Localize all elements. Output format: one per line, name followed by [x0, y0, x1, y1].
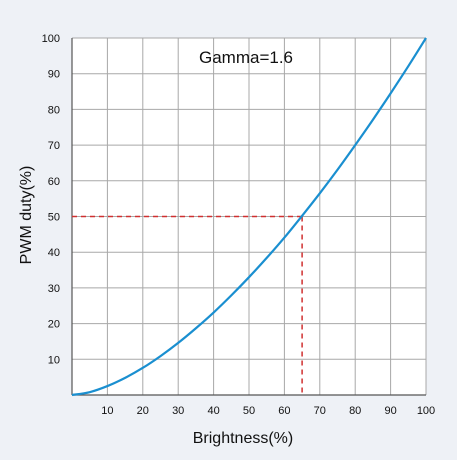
y-tick-label: 70 [48, 140, 60, 152]
x-tick-label: 60 [278, 405, 290, 417]
series [71, 37, 427, 397]
y-tick-label: 30 [48, 283, 60, 295]
x-tick-label: 50 [243, 405, 255, 417]
y-tick-label: 100 [42, 33, 60, 45]
x-tick-label: 30 [172, 405, 184, 417]
y-axis-label: PWM duty(%) [18, 166, 35, 265]
x-tick-label: 20 [137, 405, 149, 417]
x-tick-label: 100 [417, 405, 435, 417]
y-tick-label: 60 [48, 176, 60, 188]
grid [72, 37, 427, 395]
y-tick-label: 40 [48, 247, 60, 259]
x-tick-label: 80 [349, 405, 361, 417]
y-tick-label: 50 [48, 212, 60, 224]
series-line [71, 37, 427, 397]
reference-lines [72, 215, 303, 395]
y-tick-label: 20 [48, 319, 60, 331]
x-tick-label: 40 [207, 405, 219, 417]
chart-title: Gamma=1.6 [199, 48, 293, 67]
tick-labels: 10 20 30 40 50 60 70 80 90 100 10 20 30 40 50 60 70 80 90 1… [42, 33, 436, 417]
x-tick-label: 90 [384, 405, 396, 417]
x-tick-label: 10 [101, 405, 113, 417]
y-tick-label: 80 [48, 104, 60, 116]
x-tick-label: 70 [314, 405, 326, 417]
y-tick-label: 10 [48, 354, 60, 366]
x-axis-label: Brightness(%) [193, 430, 293, 447]
y-tick-label: 90 [48, 69, 60, 81]
